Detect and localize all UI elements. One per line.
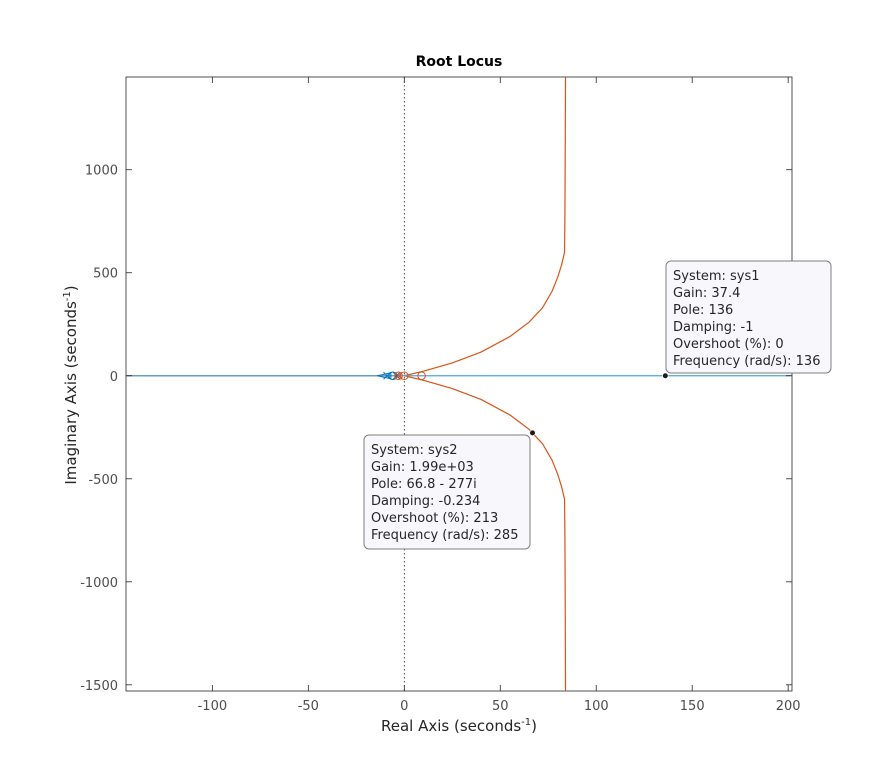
sys1-datatip: System: sys1 Gain: 37.4 Pole: 136 Damping: … — [665, 260, 832, 374]
sys2-datatip-line: Gain: 1.99e+03 — [371, 460, 474, 475]
datatips: System: sys1 Gain: 37.4 Pole: 136 Damping: … — [363, 260, 832, 550]
sys1-datatip-line: System: sys1 — [673, 269, 760, 284]
y-tick-label: -500 — [88, 473, 118, 488]
sys2-zero-marker — [399, 371, 409, 381]
x-axis-label-main: Real Axis (seconds — [381, 717, 521, 735]
x-tick-label: -50 — [298, 699, 319, 714]
sys2-datatip-line: System: sys2 — [371, 443, 458, 458]
sys2-datatip-line: Overshoot (%): 213 — [371, 511, 498, 526]
y-tick-label: -1500 — [80, 679, 118, 694]
sys2-branch-1 — [404, 76, 567, 377]
sys2-datatip-box — [363, 434, 531, 550]
sys2-zero-marker — [417, 371, 426, 381]
series-layer — [126, 76, 792, 692]
x-tick-label: 150 — [680, 699, 705, 714]
x-tick-label: 50 — [492, 699, 509, 714]
x-axis-label-sup: -1 — [521, 717, 531, 728]
x-axis-label: Real Axis (seconds-1) — [381, 717, 537, 735]
sys1-datatip-box — [665, 260, 832, 374]
sys2-datatip-line: Damping: -0.234 — [371, 494, 480, 509]
y-axis-label: Imaginary Axis (seconds-1) — [62, 285, 80, 484]
y-tick-label: 500 — [93, 267, 118, 282]
sys1-datatip-line: Pole: 136 — [673, 303, 733, 318]
sys2-datatip-line: Pole: 66.8 - 277i — [371, 477, 477, 492]
x-axis-label-end: ) — [531, 717, 537, 735]
datatip-points — [529, 372, 669, 436]
y-axis-label-main: Imaginary Axis (seconds — [62, 301, 80, 485]
sys1-datatip-point — [662, 372, 669, 379]
sys1-datatip-line: Overshoot (%): 0 — [673, 337, 784, 352]
y-tick-label: -1000 — [80, 576, 118, 591]
x-tick-label: 0 — [400, 699, 408, 714]
y-axis-ticks: -1500 -1000 -500 0 500 1000 — [80, 164, 792, 694]
y-tick-label: 1000 — [85, 164, 118, 179]
sys2-datatip-line: Frequency (rad/s): 285 — [371, 528, 518, 543]
x-tick-label: -100 — [198, 699, 228, 714]
sys2-datatip: System: sys2 Gain: 1.99e+03 Pole: 66.8 - 2… — [363, 434, 531, 550]
x-axis-ticks: -100 -50 0 50 100 150 200 — [198, 77, 801, 714]
sys1-zero-marker — [388, 371, 398, 381]
sys1-datatip-line: Damping: -1 — [673, 320, 753, 335]
y-tick-label: 0 — [110, 370, 118, 385]
sys2-branch-2 — [404, 375, 567, 692]
sys1-datatip-line: Frequency (rad/s): 136 — [673, 354, 820, 369]
x-tick-label: 200 — [776, 699, 801, 714]
y-axis-label-sup: -1 — [62, 291, 73, 301]
sys2-datatip-point — [529, 429, 536, 436]
sys1-locus-start-marker — [377, 372, 392, 380]
axes-box — [125, 76, 793, 692]
chart-title: Root Locus — [416, 54, 503, 70]
sys2-zero-marker — [394, 371, 403, 381]
x-tick-label: 100 — [584, 699, 609, 714]
sys1-datatip-line: Gain: 37.4 — [673, 286, 740, 301]
plot-area — [125, 76, 793, 692]
pole-zero-markers — [377, 371, 426, 381]
y-axis-label-end: ) — [62, 285, 80, 291]
